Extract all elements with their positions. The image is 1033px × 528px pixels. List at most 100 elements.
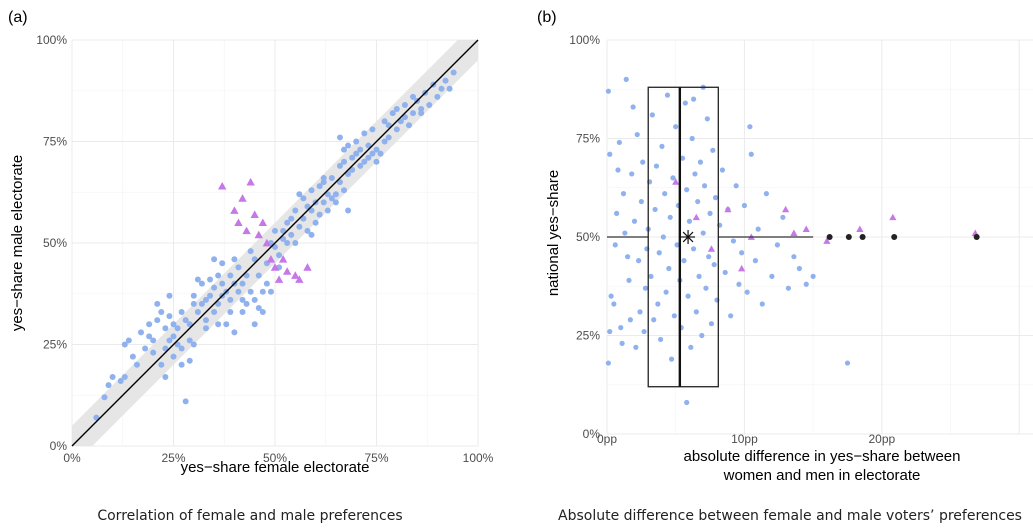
data-point-triangle — [250, 210, 259, 218]
data-point — [689, 135, 695, 142]
data-point — [239, 280, 246, 287]
data-point-triangle — [270, 263, 280, 271]
data-point — [651, 317, 657, 323]
panel-b-boxplot — [607, 86, 980, 388]
data-point — [623, 76, 629, 82]
data-point — [418, 110, 425, 117]
data-point — [655, 301, 661, 307]
data-point — [401, 101, 408, 108]
data-point — [162, 345, 169, 352]
data-point — [405, 122, 412, 129]
x-tick-label: 20pp — [868, 432, 895, 446]
data-point — [178, 345, 185, 352]
outlier-point — [859, 234, 866, 240]
data-point — [186, 357, 193, 364]
data-point — [633, 344, 639, 350]
data-point — [744, 289, 750, 295]
data-point — [616, 139, 622, 146]
x-tick-label: 0% — [63, 451, 81, 465]
data-point — [162, 325, 169, 332]
data-point — [710, 147, 716, 153]
data-point-triangle — [856, 225, 864, 232]
data-point — [668, 356, 675, 362]
data-point-triangle — [823, 237, 831, 244]
data-point — [706, 254, 712, 260]
data-point — [649, 112, 655, 118]
data-point — [373, 158, 380, 165]
data-point-triangle — [790, 229, 798, 236]
data-point — [194, 309, 201, 316]
data-point — [166, 313, 173, 320]
data-point-triangle — [295, 275, 304, 283]
data-point — [626, 277, 632, 283]
data-point — [320, 199, 327, 206]
data-point — [284, 219, 291, 226]
data-point — [759, 301, 765, 307]
y-tick-label: 50% — [576, 230, 600, 244]
boxplot-mean-marker — [682, 231, 694, 243]
data-point — [608, 293, 614, 299]
data-point-triangle — [254, 230, 263, 239]
data-point — [634, 131, 640, 138]
data-point — [450, 69, 457, 76]
data-point — [446, 85, 453, 92]
data-point — [674, 242, 680, 248]
data-point — [791, 254, 797, 260]
data-point — [728, 313, 734, 319]
data-point — [690, 96, 697, 102]
data-point — [638, 198, 644, 205]
data-point — [332, 199, 339, 206]
data-point — [345, 170, 352, 177]
data-point-triangle — [672, 178, 680, 185]
data-point — [377, 150, 384, 157]
data-point — [361, 130, 368, 137]
data-point — [304, 227, 311, 234]
data-point — [426, 101, 433, 108]
x-tick-label: 0pp — [597, 432, 617, 446]
data-point — [345, 207, 352, 214]
data-point — [101, 394, 108, 401]
data-point — [182, 317, 189, 324]
data-point — [129, 353, 136, 360]
data-point — [304, 203, 311, 210]
data-point — [150, 337, 157, 344]
data-point — [292, 207, 299, 214]
data-point — [659, 143, 665, 149]
data-point — [648, 273, 654, 279]
data-point — [438, 85, 445, 92]
y-tick-label: 25% — [576, 329, 600, 343]
data-point — [324, 207, 331, 214]
data-point — [190, 341, 197, 348]
data-point — [178, 309, 185, 316]
data-point — [653, 163, 660, 169]
data-point — [693, 309, 699, 315]
data-point — [198, 300, 205, 307]
data-point — [207, 292, 214, 299]
data-point — [393, 106, 400, 113]
data-point — [215, 272, 222, 279]
data-point — [708, 321, 715, 327]
data-point — [300, 195, 307, 202]
data-point — [328, 175, 335, 182]
data-point — [652, 206, 658, 213]
data-point — [182, 398, 189, 405]
data-point — [292, 240, 299, 246]
data-point-triangle — [802, 225, 810, 232]
data-point — [223, 321, 230, 328]
data-point — [332, 191, 339, 198]
data-point — [684, 187, 690, 193]
data-point — [198, 280, 205, 287]
data-point — [239, 296, 246, 303]
data-point-triangle — [234, 218, 243, 227]
panel-a: (a) 0% 25% 50% 75% 100% 0% 25% 50% 75% 100% yes−… — [8, 9, 494, 524]
data-point-triangle — [724, 205, 732, 213]
data-point-triangle — [242, 226, 251, 235]
data-point — [711, 261, 717, 268]
data-point — [357, 146, 364, 153]
y-tick-label: 75% — [576, 132, 600, 146]
data-point-triangle — [238, 194, 247, 202]
data-point — [235, 288, 242, 295]
data-point — [341, 158, 348, 165]
data-point-triangle — [738, 264, 746, 272]
data-point — [251, 296, 258, 303]
